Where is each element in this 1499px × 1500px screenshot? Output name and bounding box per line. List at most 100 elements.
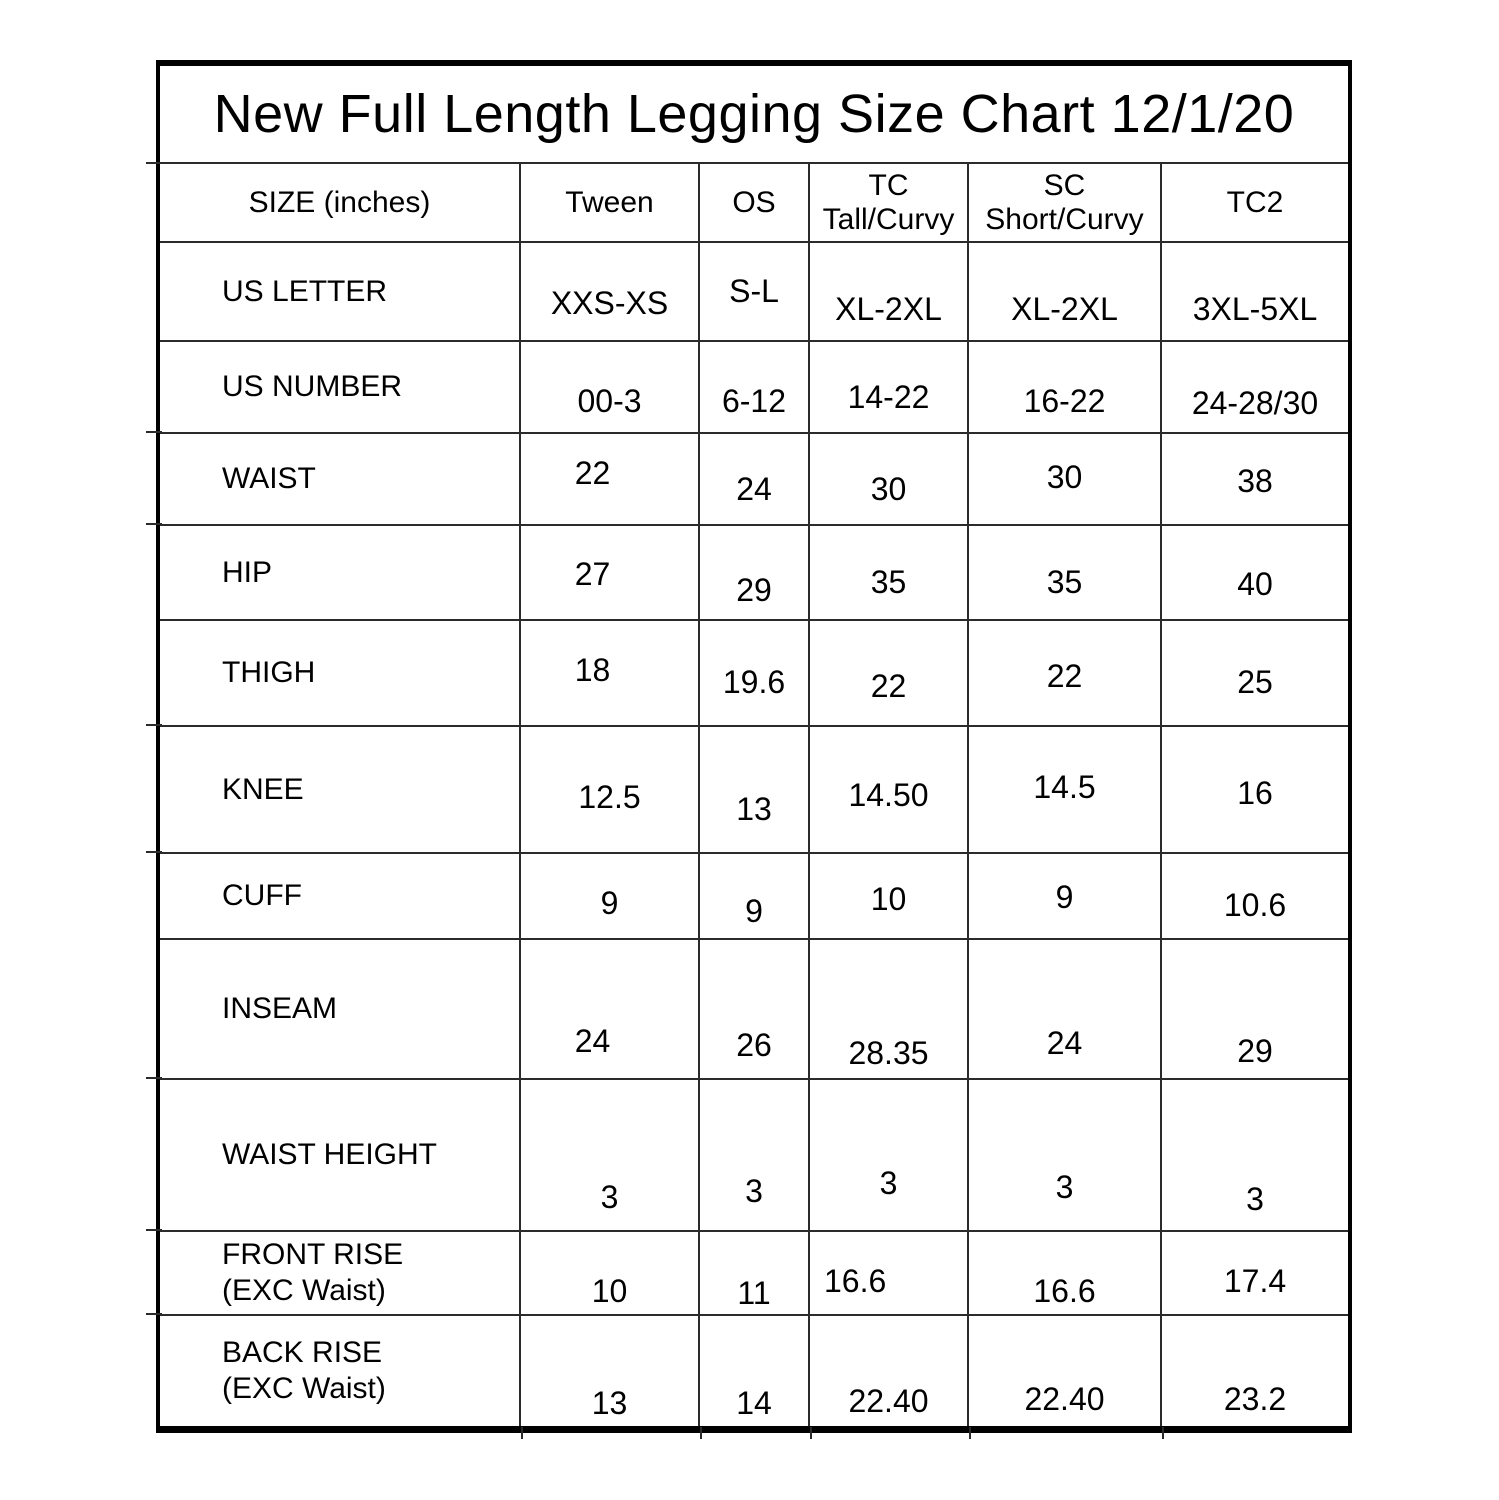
table-cell: 35 [969,526,1162,621]
table-cell: 22 [521,434,700,526]
table-cell: 13 [521,1316,700,1426]
table-cell: 22.40 [969,1316,1162,1426]
col-header-size: SIZE (inches) [160,164,521,243]
row-label-waist-height: WAIST HEIGHT [160,1080,521,1232]
col-header-label: OS [732,185,776,219]
table-cell: S-L [700,243,810,342]
row-label-us-letter: US LETTER [160,243,521,342]
table-cell: XL-2XL [969,243,1162,342]
table-cell: 29 [700,526,810,621]
table-cell: 9 [969,854,1162,940]
gridline-stub-left [146,724,162,726]
table-cell: 23.2 [1223,1381,1287,1417]
col-header-label: TC2 [1226,185,1284,219]
table-cell: 24 [521,940,700,1080]
table-cell: 16.6 [810,1232,969,1316]
gridline-stub-left [146,1229,162,1231]
table-cell: 17.4 [1162,1232,1348,1316]
gridline-stub-bottom [969,1427,971,1439]
table-cell: 14.50 [810,727,969,854]
table-cell: 6-12 [700,342,810,434]
row-label-back-rise: BACK RISE (EXC Waist) [160,1316,521,1426]
row-label-line2: (EXC Waist) [222,1274,386,1307]
table-cell: 3 [810,1080,969,1232]
col-header-label: Tween [565,185,654,219]
gridline-stub-bottom [1162,1427,1164,1439]
table-cell: 3XL-5XL [1162,243,1348,342]
table-cell: 12.5 [521,727,700,854]
table-cell: 3 [1162,1080,1348,1232]
row-label-us-number: US NUMBER [160,342,521,434]
table-cell: 29 [1162,940,1348,1080]
gridline-stub-left [146,523,162,525]
gridline-stub-bottom [700,1427,702,1439]
gridline-stub-bottom [810,1427,812,1439]
row-label-lines: FRONT RISE (EXC Waist) [222,1237,403,1309]
table-cell: 14 [700,1316,810,1426]
table-cell: 22.40 [810,1316,969,1426]
row-label-line1: BACK RISE [222,1336,383,1369]
col-header-tc2: TC2 [1162,164,1348,243]
col-header-tc: TC Tall/Curvy [810,164,969,243]
table-cell: 9 [521,854,700,940]
chart-title: New Full Length Legging Size Chart 12/1/… [160,66,1348,164]
table-cell: 3 [969,1080,1162,1232]
col-header-label: SC [1043,168,1086,202]
table-cell: 19.6 [700,621,810,727]
col-header-sublabel: Tall/Curvy [822,202,955,236]
table-cell: 13 [700,727,810,854]
table-cell: 11 [700,1232,810,1316]
row-label-thigh: THIGH [160,621,521,727]
size-chart-table: New Full Length Legging Size Chart 12/1/… [156,60,1352,1433]
col-header-sublabel: Short/Curvy [985,202,1144,236]
row-label-front-rise: FRONT RISE (EXC Waist) [160,1232,521,1316]
table-cell: 28.35 [810,940,969,1080]
table-cell: 16 [1162,727,1348,854]
table-cell: XL-2XL [810,243,969,342]
row-label-lines: BACK RISE (EXC Waist) [222,1335,386,1407]
table-cell: XXS-XS [521,243,700,342]
row-label-knee: KNEE [160,727,521,854]
table-cell: 14-22 [810,342,969,434]
table-cell: 40 [1162,526,1348,621]
table-cell: 10 [810,854,969,940]
table-cell: 10 [521,1232,700,1316]
table-cell: 3 [521,1080,700,1232]
table-cell: 22 [969,621,1162,727]
table-cell: 24 [700,434,810,526]
row-label-hip: HIP [160,526,521,621]
col-header-label: SIZE (inches) [248,185,431,219]
table-cell: 24-28/30 [1162,342,1348,434]
row-label-line2: (EXC Waist) [222,1372,386,1405]
table-cell: 30 [810,434,969,526]
table-cell: 25 [1162,621,1348,727]
gridline-stub-left [146,851,162,853]
table-cell: 38 [1162,434,1348,526]
col-header-sc: SC Short/Curvy [969,164,1162,243]
table-cell: 26 [700,940,810,1080]
col-header-os: OS [700,164,810,243]
table-cell: 9 [700,854,810,940]
row-label-cuff: CUFF [160,854,521,940]
table-grid: New Full Length Legging Size Chart 12/1/… [160,66,1348,1426]
table-cell: 10.6 [1162,854,1348,940]
gridline-stub-left [146,162,162,164]
row-label-line1: FRONT RISE [222,1238,404,1271]
row-label-inseam: INSEAM [160,940,521,1080]
col-header-tween: Tween [521,164,700,243]
table-cell: 16.6 [969,1232,1162,1316]
gridline-stub-left [146,1313,162,1315]
col-header-label: TC [868,168,909,202]
gridline-stub-bottom [521,1427,523,1439]
gridline-stub-left [146,431,162,433]
table-cell: 16-22 [969,342,1162,434]
table-cell: 27 [521,526,700,621]
row-label-waist: WAIST [160,434,521,526]
table-cell: 24 [969,940,1162,1080]
table-cell: 14.5 [969,727,1162,854]
table-cell: 30 [969,434,1162,526]
gridline-stub-left [146,1077,162,1079]
table-cell: 18 [521,621,700,727]
table-cell: 35 [810,526,969,621]
